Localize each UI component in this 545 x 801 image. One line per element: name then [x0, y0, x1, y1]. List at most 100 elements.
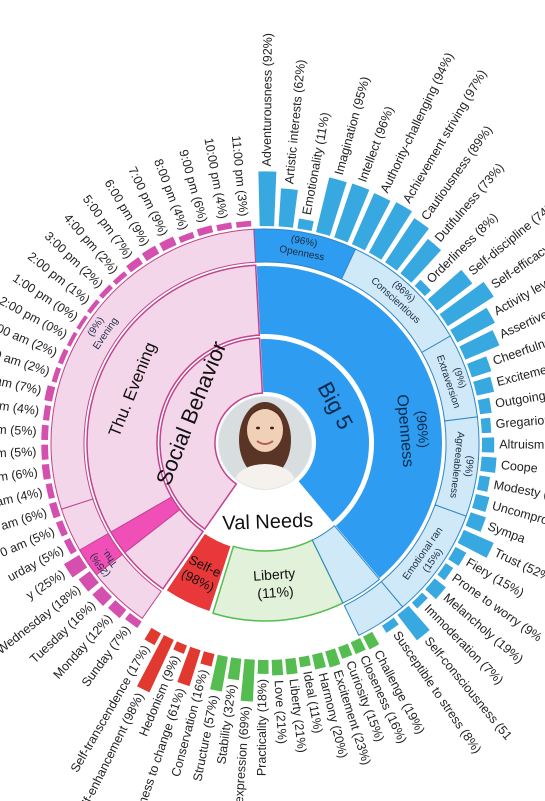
social-label-27: 11:00 pm (3%) — [229, 135, 251, 217]
inner-arc-social — [159, 337, 264, 531]
outer-arc-gap-emotional — [343, 580, 404, 637]
middle-arc-light — [311, 525, 381, 604]
social-bar-7 — [49, 501, 61, 519]
needs-bar-11 — [210, 654, 228, 692]
social-bar-10 — [41, 444, 49, 460]
big5-label-19: Coope — [500, 458, 538, 475]
social-bar-17 — [76, 315, 88, 330]
big5-bar-23 — [457, 529, 494, 558]
needs-label-7: Love (21%) — [272, 680, 289, 745]
social-bar-13 — [44, 385, 56, 402]
big5-bar-10 — [427, 269, 473, 311]
social-bar-6 — [55, 520, 68, 537]
social-bar-21 — [126, 257, 143, 273]
big5-label-18: Altruism — [499, 437, 544, 451]
big5-bar-5 — [351, 193, 391, 251]
social-bar-9 — [41, 463, 51, 480]
social-bar-26 — [216, 222, 233, 232]
chart-facet-bars — [41, 171, 500, 702]
values-bar-0 — [200, 651, 215, 667]
big5-bar-18 — [481, 437, 495, 453]
inner-arc-val-needs — [203, 479, 334, 549]
social-bar-14 — [51, 367, 62, 383]
needs-bar-2 — [338, 643, 353, 659]
social-bar-27 — [235, 220, 252, 228]
social-bar-24 — [178, 231, 195, 243]
social-bar-25 — [196, 225, 214, 237]
big5-label-20: Modesty ( — [493, 478, 545, 502]
social-bar-19 — [99, 284, 113, 299]
big5-bar-22 — [465, 512, 486, 532]
big5-bar-20 — [476, 475, 491, 492]
middle-label-liberty-pct: (11%) — [257, 583, 294, 601]
big5-label-0: Adventurousness (92%) — [260, 33, 275, 167]
social-bar-22 — [141, 245, 160, 262]
big5-bar-8 — [400, 238, 442, 283]
social-bar-5 — [63, 538, 77, 555]
big5-bar-14 — [467, 356, 492, 378]
big5-bar-29 — [381, 617, 399, 633]
needs-bar-8 — [257, 659, 269, 674]
social-bar-1 — [108, 600, 127, 619]
values-bar-4 — [144, 627, 161, 646]
big5-label-1: Artistic interests (62%) — [282, 59, 308, 185]
social-label-9: am (6%) — [0, 465, 38, 485]
big5-bar-6 — [368, 202, 413, 260]
social-label-10: am (5%) — [0, 445, 37, 461]
social-bar-0 — [125, 612, 142, 629]
big5-bar-27 — [411, 592, 428, 609]
social-label-11: am (5%) — [0, 422, 37, 438]
middle-arc-accent-thu — [110, 496, 181, 554]
center-avatar — [218, 396, 312, 490]
middle-label-openness: Openness — [393, 394, 416, 468]
needs-bar-0 — [362, 631, 380, 650]
big5-bar-21 — [472, 494, 490, 513]
big5-bar-19 — [480, 456, 497, 473]
big5-label-16: Outgoing (14 — [494, 385, 545, 411]
needs-bar-5 — [298, 655, 311, 668]
inner-label-val-needs: Val Needs — [222, 510, 314, 535]
big5-bar-9 — [414, 279, 431, 297]
social-bar-15 — [57, 348, 69, 365]
needs-bar-3 — [325, 648, 341, 668]
social-bar-11 — [41, 424, 49, 441]
big5-bar-16 — [477, 397, 492, 415]
needs-bar-4 — [312, 652, 326, 670]
outer-label-pct-3: (9%) — [462, 455, 475, 477]
big5-label-17: Gregarious — [495, 412, 545, 431]
needs-bar-7 — [271, 659, 284, 676]
big5-bar-3 — [316, 177, 347, 236]
big5-bar-0 — [258, 171, 277, 227]
needs-bar-9 — [240, 659, 255, 702]
social-bar-18 — [87, 299, 100, 314]
big5-bar-2 — [297, 218, 314, 232]
social-bar-20 — [112, 271, 128, 285]
social-bar-23 — [159, 236, 177, 252]
big5-bar-28 — [397, 605, 430, 641]
needs-label-8: Practicality (18%) — [255, 679, 270, 776]
outer-label-pct-0: (96%) — [290, 234, 318, 250]
needs-bar-6 — [285, 657, 298, 675]
big5-bar-15 — [473, 376, 495, 396]
big5-bar-7 — [385, 218, 429, 271]
big5-bar-11 — [439, 281, 494, 327]
social-bar-4 — [63, 555, 88, 578]
big5-bar-13 — [459, 330, 500, 360]
inner-arc-big5 — [258, 337, 371, 525]
middle-label-openness-pct: (96%) — [413, 410, 432, 449]
chart-arcs — [50, 228, 480, 637]
middle-arc-liberty — [212, 539, 345, 622]
middle-arc-openness — [254, 264, 444, 581]
big5-bar-17 — [480, 417, 492, 434]
outer-arc-accent-thu — [78, 532, 124, 576]
social-bar-16 — [66, 331, 78, 347]
middle-arc-self-e — [164, 531, 233, 614]
values-bar-1 — [177, 646, 201, 687]
social-bar-2 — [92, 586, 113, 606]
big5-bar-25 — [437, 563, 454, 581]
big5-bar-1 — [278, 188, 298, 228]
avatar-portrait — [219, 397, 311, 489]
big5-label-22: Sympa — [486, 519, 527, 546]
social-label-8: am (4%) — [0, 485, 44, 509]
